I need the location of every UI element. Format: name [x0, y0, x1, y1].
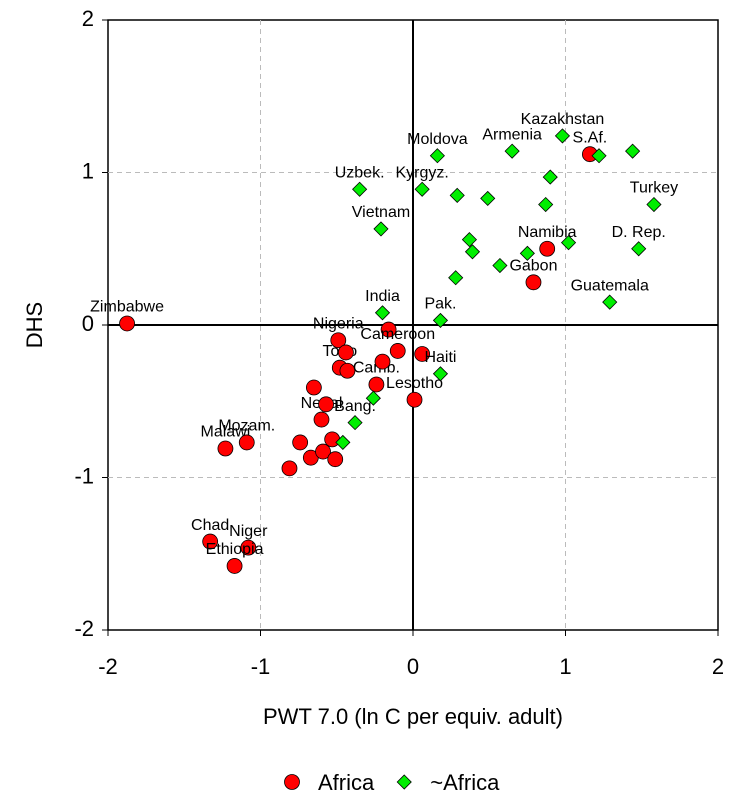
point	[330, 332, 347, 349]
point	[449, 187, 465, 203]
point-label: Vietnam	[352, 204, 410, 221]
y-tick-label: -1	[74, 463, 94, 488]
point-label: Chad	[191, 517, 229, 534]
y-tick-label: 1	[82, 158, 94, 183]
point	[327, 451, 344, 468]
point	[554, 128, 571, 144]
point-label: Guatemala	[571, 277, 649, 294]
point-label: Niger	[229, 523, 268, 540]
point	[539, 240, 556, 257]
y-axis-label: DHS	[22, 302, 47, 348]
point	[305, 379, 322, 396]
point	[339, 362, 356, 379]
point-label: Uzbek.	[335, 164, 385, 181]
point	[380, 321, 397, 338]
point	[374, 305, 391, 321]
legend-label: ~Africa	[430, 770, 500, 795]
point	[448, 270, 464, 286]
point	[315, 443, 331, 460]
point	[347, 415, 363, 431]
point	[492, 257, 508, 274]
point-label: Ethiopia	[206, 541, 264, 558]
point-label: Zimbabwe	[90, 299, 164, 316]
point	[432, 366, 449, 382]
legend-marker	[284, 774, 300, 790]
point	[368, 376, 385, 393]
point	[352, 181, 368, 197]
point	[625, 143, 641, 159]
point	[337, 344, 354, 361]
x-tick-label: -2	[98, 654, 118, 679]
point	[414, 346, 431, 362]
legend-marker	[396, 774, 412, 790]
point-label: D. Rep.	[612, 224, 666, 241]
point-label: India	[365, 288, 400, 305]
point-label: Kazakhstan	[521, 111, 605, 128]
point-label: Gabon	[509, 258, 557, 275]
y-tick-label: -2	[74, 616, 94, 641]
point	[240, 539, 257, 556]
point	[542, 169, 558, 185]
y-tick-label: 0	[82, 311, 94, 336]
point	[313, 411, 330, 428]
point-label: Haiti	[424, 349, 456, 366]
point	[406, 391, 423, 408]
point	[480, 190, 496, 206]
point-label: Bang.	[334, 398, 376, 415]
point	[525, 274, 542, 291]
point	[591, 148, 607, 164]
point	[538, 196, 554, 213]
point	[318, 396, 334, 413]
point	[504, 143, 520, 159]
point	[226, 558, 243, 574]
point-label: Armenia	[482, 126, 542, 143]
point	[432, 312, 449, 328]
point-label: Nigeria	[313, 315, 364, 332]
point	[414, 181, 430, 197]
x-tick-label: -1	[251, 654, 271, 679]
x-tick-label: 2	[712, 654, 724, 679]
point-label: Namibia	[518, 224, 577, 241]
point	[281, 460, 298, 477]
point	[238, 434, 255, 451]
point	[560, 235, 577, 251]
point-label: Moldova	[407, 131, 468, 148]
y-tick-label: 2	[82, 6, 94, 31]
point	[373, 221, 389, 237]
point-label: Malawi	[201, 424, 251, 441]
point-label: Mozam.	[218, 418, 275, 435]
point	[519, 245, 535, 261]
point	[335, 434, 351, 450]
point	[365, 390, 381, 406]
point-label: Kyrgyz.	[395, 164, 448, 181]
point-label: Turkey	[630, 180, 678, 197]
point	[374, 353, 391, 370]
point	[461, 232, 477, 248]
point	[217, 440, 234, 457]
point-label: Lesotho	[386, 375, 443, 392]
point	[202, 533, 219, 550]
point	[631, 241, 647, 257]
x-axis-label: PWT 7.0 (ln C per equiv. adult)	[263, 704, 563, 729]
point	[602, 294, 618, 310]
x-tick-label: 1	[559, 654, 571, 679]
point	[646, 196, 662, 213]
point-label: S.Af.	[573, 129, 608, 146]
point-label: Pak.	[424, 296, 456, 313]
point	[389, 343, 406, 359]
point	[292, 434, 309, 451]
x-tick-label: 0	[407, 654, 419, 679]
legend-label: Africa	[318, 770, 375, 795]
point	[119, 315, 135, 332]
point	[324, 431, 341, 448]
point-label: Cameroon	[360, 326, 435, 343]
point	[429, 148, 445, 164]
point	[464, 244, 481, 260]
